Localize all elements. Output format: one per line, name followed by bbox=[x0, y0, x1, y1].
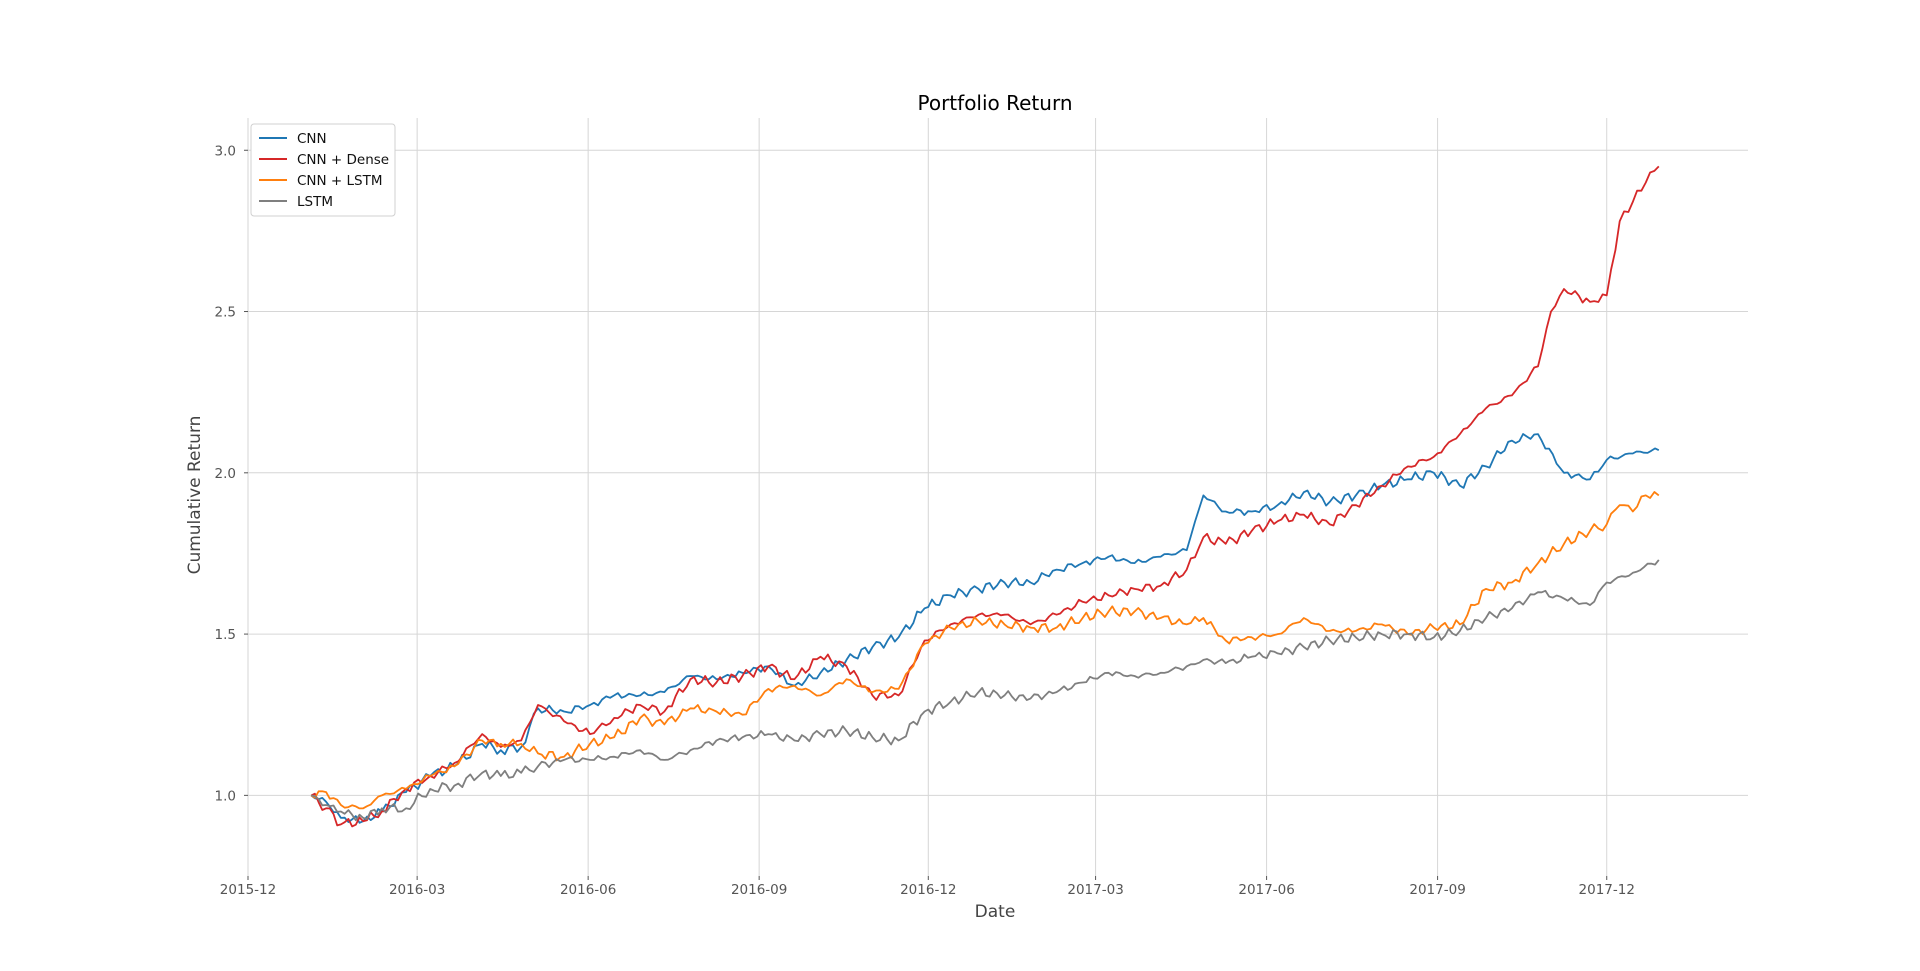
legend-label: CNN + LSTM bbox=[297, 173, 383, 189]
series-line-cnn-dense bbox=[310, 165, 1660, 828]
x-axis-label: Date bbox=[975, 902, 1016, 922]
grid-lines bbox=[247, 118, 1748, 876]
legend-label: CNN + Dense bbox=[297, 152, 389, 168]
x-tick-label: 2017-03 bbox=[1067, 882, 1123, 898]
y-tick-label: 1.5 bbox=[215, 627, 236, 643]
x-tick-label: 2016-03 bbox=[389, 882, 445, 898]
x-tick-label: 2017-09 bbox=[1409, 882, 1465, 898]
series-line-lstm bbox=[310, 559, 1660, 822]
legend-box bbox=[250, 123, 396, 217]
y-tick-label: 2.0 bbox=[215, 466, 236, 482]
y-axis-label: Cumulative Return bbox=[185, 416, 205, 575]
legend: CNN CNN + Dense CNN + LSTM LSTM bbox=[250, 123, 396, 217]
x-tick-label: 2017-06 bbox=[1238, 882, 1294, 898]
chart-title: Portfolio Return bbox=[918, 91, 1073, 115]
x-tick-label: 2016-12 bbox=[900, 882, 956, 898]
x-tick-label: 2016-09 bbox=[731, 882, 787, 898]
series-line-cnn bbox=[310, 433, 1660, 824]
series-line-cnn-lstm bbox=[310, 491, 1660, 810]
axis-ticks: 2015-12 2016-03 2016-06 2016-09 2016-12 2017-… bbox=[215, 143, 1635, 898]
y-tick-label: 3.0 bbox=[215, 143, 236, 159]
series-lines bbox=[310, 165, 1660, 828]
x-tick-label: 2017-12 bbox=[1579, 882, 1635, 898]
legend-label: LSTM bbox=[297, 194, 333, 210]
x-tick-label: 2015-12 bbox=[220, 882, 276, 898]
y-tick-label: 2.5 bbox=[215, 305, 236, 321]
y-tick-label: 1.0 bbox=[215, 788, 236, 804]
x-tick-label: 2016-06 bbox=[560, 882, 616, 898]
legend-label: CNN bbox=[297, 131, 327, 147]
